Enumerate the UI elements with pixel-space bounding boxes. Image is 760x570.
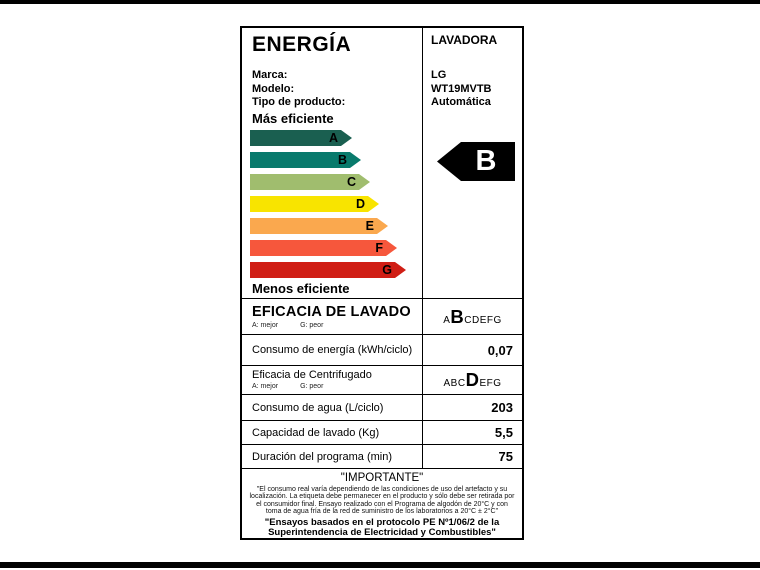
spec-row-sublabels: A: mejor G: peor: [252, 383, 422, 391]
spec-row-value-cell: 203: [422, 395, 522, 421]
arrow-letter-C: C: [346, 175, 356, 189]
header-field-label-1: Modelo:: [252, 82, 295, 95]
scale-letter: A: [443, 314, 451, 326]
scale-letter: E: [479, 314, 487, 326]
spec-row-1: Consumo de energía (kWh/ciclo) 0,07: [242, 334, 522, 366]
spec-row-label: Consumo de agua (L/ciclo): [252, 401, 384, 414]
header-field-value-1: WT19MVTB: [431, 82, 492, 95]
scale-right: B: [422, 108, 522, 299]
arrow-letter-B: B: [337, 153, 347, 167]
sublabel: A: mejor: [252, 321, 279, 329]
spec-row-label-cell: EFICACIA DE LAVADO A: mejor G: peor: [242, 299, 422, 334]
scale-letter: C: [464, 314, 472, 326]
title-zone: ENERGÍA: [252, 33, 422, 69]
spec-row-label: Consumo de energía (kWh/ciclo): [252, 344, 413, 357]
arrow-letter-A: A: [328, 131, 338, 145]
arrow-letter-G: G: [382, 263, 392, 277]
spec-row-2: Eficacia de Centrifugado A: mejor G: peor A…: [242, 365, 522, 395]
sublabel: G: peor: [300, 321, 324, 329]
sublabel: A: mejor: [252, 383, 279, 391]
efficiency-arrow-F: F: [250, 240, 397, 256]
header-left: ENERGÍA Marca: Modelo: Tipo de producto:: [242, 28, 422, 108]
energy-title: ENERGÍA: [252, 33, 352, 56]
spec-row-label: Capacidad de lavado (Kg): [252, 426, 380, 439]
fine-print-text: "El consumo real varía dependiendo de la…: [249, 485, 515, 516]
efficiency-arrow-A: A: [250, 130, 352, 146]
spec-row-value: 203: [491, 400, 513, 416]
header-field-value-2: Automática: [431, 96, 491, 108]
efficiency-arrow-C: C: [250, 174, 370, 190]
header-field-label-2: Tipo de producto:: [252, 96, 346, 108]
spec-row-label-cell: Duración del programa (min): [242, 445, 422, 468]
label-header: ENERGÍA Marca: Modelo: Tipo de producto: L…: [242, 28, 522, 108]
efficiency-arrow-B: B: [250, 152, 361, 168]
photo-letterbox-top: [0, 0, 760, 4]
sublabel: G: peor: [300, 383, 324, 391]
header-field-value-0: LG: [431, 69, 447, 81]
scale-letter: F: [486, 314, 494, 326]
spec-row-3: Consumo de agua (L/ciclo) 203: [242, 394, 522, 421]
scale-letter: G: [493, 314, 502, 326]
arrow-letter-F: F: [375, 241, 383, 255]
scale-letter: C: [457, 378, 466, 390]
spec-row-label-cell: Capacidad de lavado (Kg): [242, 421, 422, 444]
scale-letter: F: [486, 378, 494, 390]
scale-letter: D: [471, 314, 480, 326]
scale-letter: B: [450, 378, 458, 390]
energy-label: ENERGÍA Marca: Modelo: Tipo de producto: L…: [240, 26, 524, 540]
more-efficient-label: Más eficiente: [252, 111, 334, 126]
spec-row-value-cell: 5,5: [422, 421, 522, 445]
efficiency-arrow-G: G: [250, 262, 406, 278]
spec-row-value-cell: 0,07: [422, 335, 522, 366]
spec-row-0: EFICACIA DE LAVADO A: mejor G: peor ABCDEFG: [242, 298, 522, 335]
rating-letter: B: [475, 145, 497, 177]
product-type: LAVADORA: [431, 33, 498, 47]
spec-row-value-cell: ABCDEFG: [422, 366, 522, 395]
importante-title: "IMPORTANTE": [340, 472, 424, 485]
spec-row-label: Duración del programa (min): [252, 450, 392, 463]
spec-row-value-cell: ABCDEFG: [422, 299, 522, 335]
arrow-letter-E: E: [365, 219, 374, 233]
spec-rows: EFICACIA DE LAVADO A: mejor G: peor ABCDEFG…: [242, 298, 522, 469]
rating-letters-B: ABCDEFG: [423, 306, 522, 328]
rating-arrow: B: [437, 142, 515, 181]
less-efficient-label: Menos eficiente: [252, 281, 350, 296]
spec-row-label-cell: Consumo de agua (L/ciclo): [242, 395, 422, 420]
scale-letter: G: [493, 378, 502, 390]
spec-row-sublabels: A: mejor G: peor: [252, 322, 422, 330]
spec-row-label-cell: Eficacia de Centrifugado A: mejor G: peor: [242, 366, 422, 394]
spec-row-value: 5,5: [494, 425, 513, 441]
spec-row-label-cell: Consumo de energía (kWh/ciclo): [242, 335, 422, 365]
header-right: LAVADORA LG WT19MVTB Automática: [422, 28, 522, 108]
label-footer: "IMPORTANTE" "El consumo real varía depe…: [242, 468, 522, 538]
header-field-label-0: Marca:: [252, 69, 288, 81]
photo-letterbox-bottom: [0, 562, 760, 568]
spec-row-4: Capacidad de lavado (Kg) 5,5: [242, 420, 522, 445]
highlighted-letter: D: [465, 369, 480, 391]
spec-row-label: Eficacia de Centrifugado: [252, 369, 372, 382]
rating-letters-D: ABCDEFG: [423, 369, 522, 391]
efficiency-arrow-D: D: [250, 196, 379, 212]
highlighted-letter: B: [450, 305, 465, 327]
spec-row-value: 75: [498, 449, 513, 465]
spec-row-value: 0,07: [487, 342, 513, 358]
spec-row-value-cell: 75: [422, 445, 522, 469]
header-field-values: LG WT19MVTB Automática: [431, 69, 522, 110]
efficiency-arrow-E: E: [250, 218, 388, 234]
arrow-letter-D: D: [355, 197, 365, 211]
spec-row-5: Duración del programa (min) 75: [242, 444, 522, 469]
spec-row-label: EFICACIA DE LAVADO: [252, 303, 411, 320]
scale-letter: A: [443, 378, 451, 390]
scale-letter: E: [479, 378, 487, 390]
header-field-labels: Marca: Modelo: Tipo de producto:: [252, 69, 422, 110]
product-type-zone: LAVADORA: [431, 33, 522, 69]
protocol-note: "Ensayos basados en el protocolo PE Nº1/…: [264, 517, 500, 538]
